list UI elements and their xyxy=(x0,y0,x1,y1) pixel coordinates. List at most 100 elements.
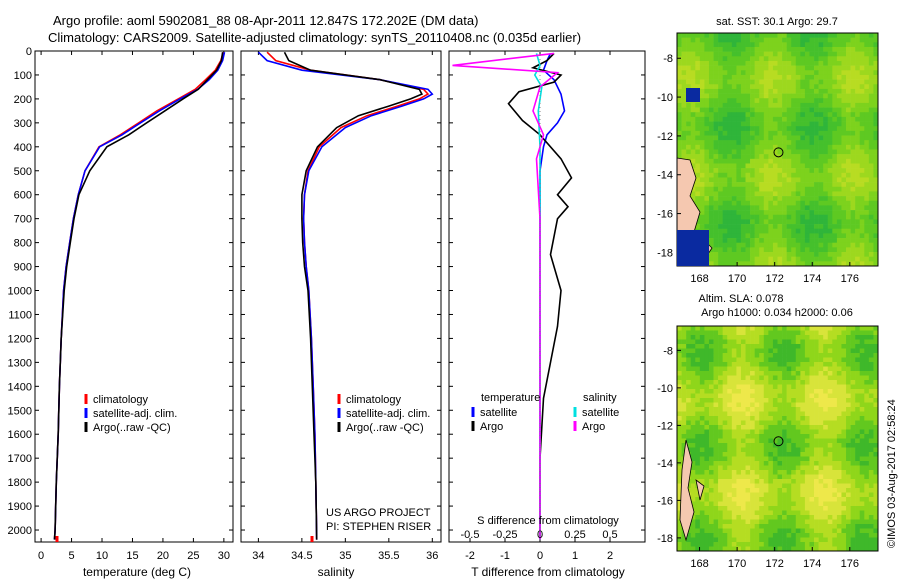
map-cell xyxy=(768,214,774,220)
map-cell xyxy=(809,130,815,136)
map-cell xyxy=(823,380,829,385)
map-cell xyxy=(759,158,765,164)
map-cell xyxy=(800,242,806,248)
pi-annotation: PI: STEPHEN RISER xyxy=(326,521,431,533)
map-cell xyxy=(768,416,774,421)
map-cell xyxy=(750,537,755,543)
map-cell xyxy=(864,528,870,534)
map-cell xyxy=(695,492,701,498)
map-cell xyxy=(827,93,833,99)
map-cell xyxy=(786,224,792,230)
map-cell xyxy=(832,168,838,174)
map-cell xyxy=(690,149,696,155)
map-cell xyxy=(686,438,692,444)
map-cell xyxy=(841,393,847,399)
map-cell xyxy=(809,407,815,412)
map-cell xyxy=(699,196,705,202)
map-cell xyxy=(791,228,797,234)
map-cell xyxy=(763,242,769,248)
map-cell xyxy=(772,261,778,267)
map-cell xyxy=(699,434,705,439)
map-cell xyxy=(873,353,879,358)
map-cell xyxy=(832,501,838,507)
map-cell xyxy=(873,501,879,507)
map-cell xyxy=(718,238,723,243)
map-cell xyxy=(736,488,742,493)
map-cell xyxy=(713,149,719,155)
map-cell xyxy=(722,425,728,430)
map-cell xyxy=(827,506,833,511)
map-cell xyxy=(809,420,815,426)
map-frame xyxy=(676,32,879,267)
map-cell xyxy=(704,501,710,507)
map-cell xyxy=(864,130,870,136)
map-cell xyxy=(718,425,723,430)
map-cell xyxy=(855,362,861,367)
map-cell xyxy=(832,470,838,475)
map-cell xyxy=(763,135,769,141)
map-cell xyxy=(754,233,760,239)
map-cell xyxy=(800,135,806,141)
map-cell xyxy=(690,519,696,525)
map-cell xyxy=(836,537,842,543)
map-cell xyxy=(782,135,787,141)
map-cell xyxy=(677,371,682,376)
map-cell xyxy=(804,256,810,262)
map-cell xyxy=(782,191,787,197)
map-cell xyxy=(718,79,723,85)
map-cell xyxy=(873,210,879,216)
map-cell xyxy=(731,447,737,453)
map-cell xyxy=(841,177,847,183)
map-cell xyxy=(809,411,815,417)
map-cell xyxy=(763,402,769,408)
map-cell xyxy=(800,488,806,493)
map-cell xyxy=(827,425,833,430)
map-cell xyxy=(846,375,851,381)
depth-tick-label: 1800 xyxy=(8,477,32,489)
map-cell xyxy=(836,434,842,439)
map-cell xyxy=(809,196,815,202)
map-cell xyxy=(791,479,797,484)
map-cell xyxy=(868,177,874,183)
map-cell xyxy=(677,126,682,132)
map-cell xyxy=(841,371,847,376)
map-cell xyxy=(791,407,797,412)
map-cell xyxy=(859,357,865,363)
map-cell xyxy=(786,93,792,99)
map-cell xyxy=(791,88,797,94)
map-cell xyxy=(681,353,687,358)
map-cell xyxy=(736,542,742,547)
map-cell xyxy=(754,261,760,267)
map-cell xyxy=(690,330,696,336)
map-cell xyxy=(763,42,769,48)
map-cell xyxy=(690,102,696,108)
map-cell xyxy=(745,149,751,155)
map-cell xyxy=(722,219,728,225)
map-cell xyxy=(754,438,760,444)
map-cell xyxy=(827,542,833,547)
map-cell xyxy=(836,456,842,462)
map-cell xyxy=(722,456,728,462)
map-cell xyxy=(722,506,728,511)
map-cell xyxy=(814,205,819,211)
map-cell xyxy=(699,121,705,127)
map-cell xyxy=(855,524,861,529)
map-cell xyxy=(823,348,829,354)
map-cell xyxy=(804,546,810,552)
map-cell xyxy=(777,107,783,113)
map-cell xyxy=(695,465,701,471)
map-cell xyxy=(855,210,861,216)
map-cell xyxy=(763,121,769,127)
map-cell xyxy=(809,470,815,475)
map-cell xyxy=(850,158,856,164)
map-cell xyxy=(873,158,879,164)
map-cell xyxy=(791,79,797,85)
map-cell xyxy=(768,172,774,178)
s-diff-tick-label: 0.25 xyxy=(564,529,585,541)
map-cell xyxy=(823,51,829,57)
map-cell xyxy=(713,158,719,164)
map-cell xyxy=(745,434,751,439)
x-tick-label: 5 xyxy=(68,550,74,562)
map-cell xyxy=(754,140,760,146)
map-cell xyxy=(759,506,765,511)
